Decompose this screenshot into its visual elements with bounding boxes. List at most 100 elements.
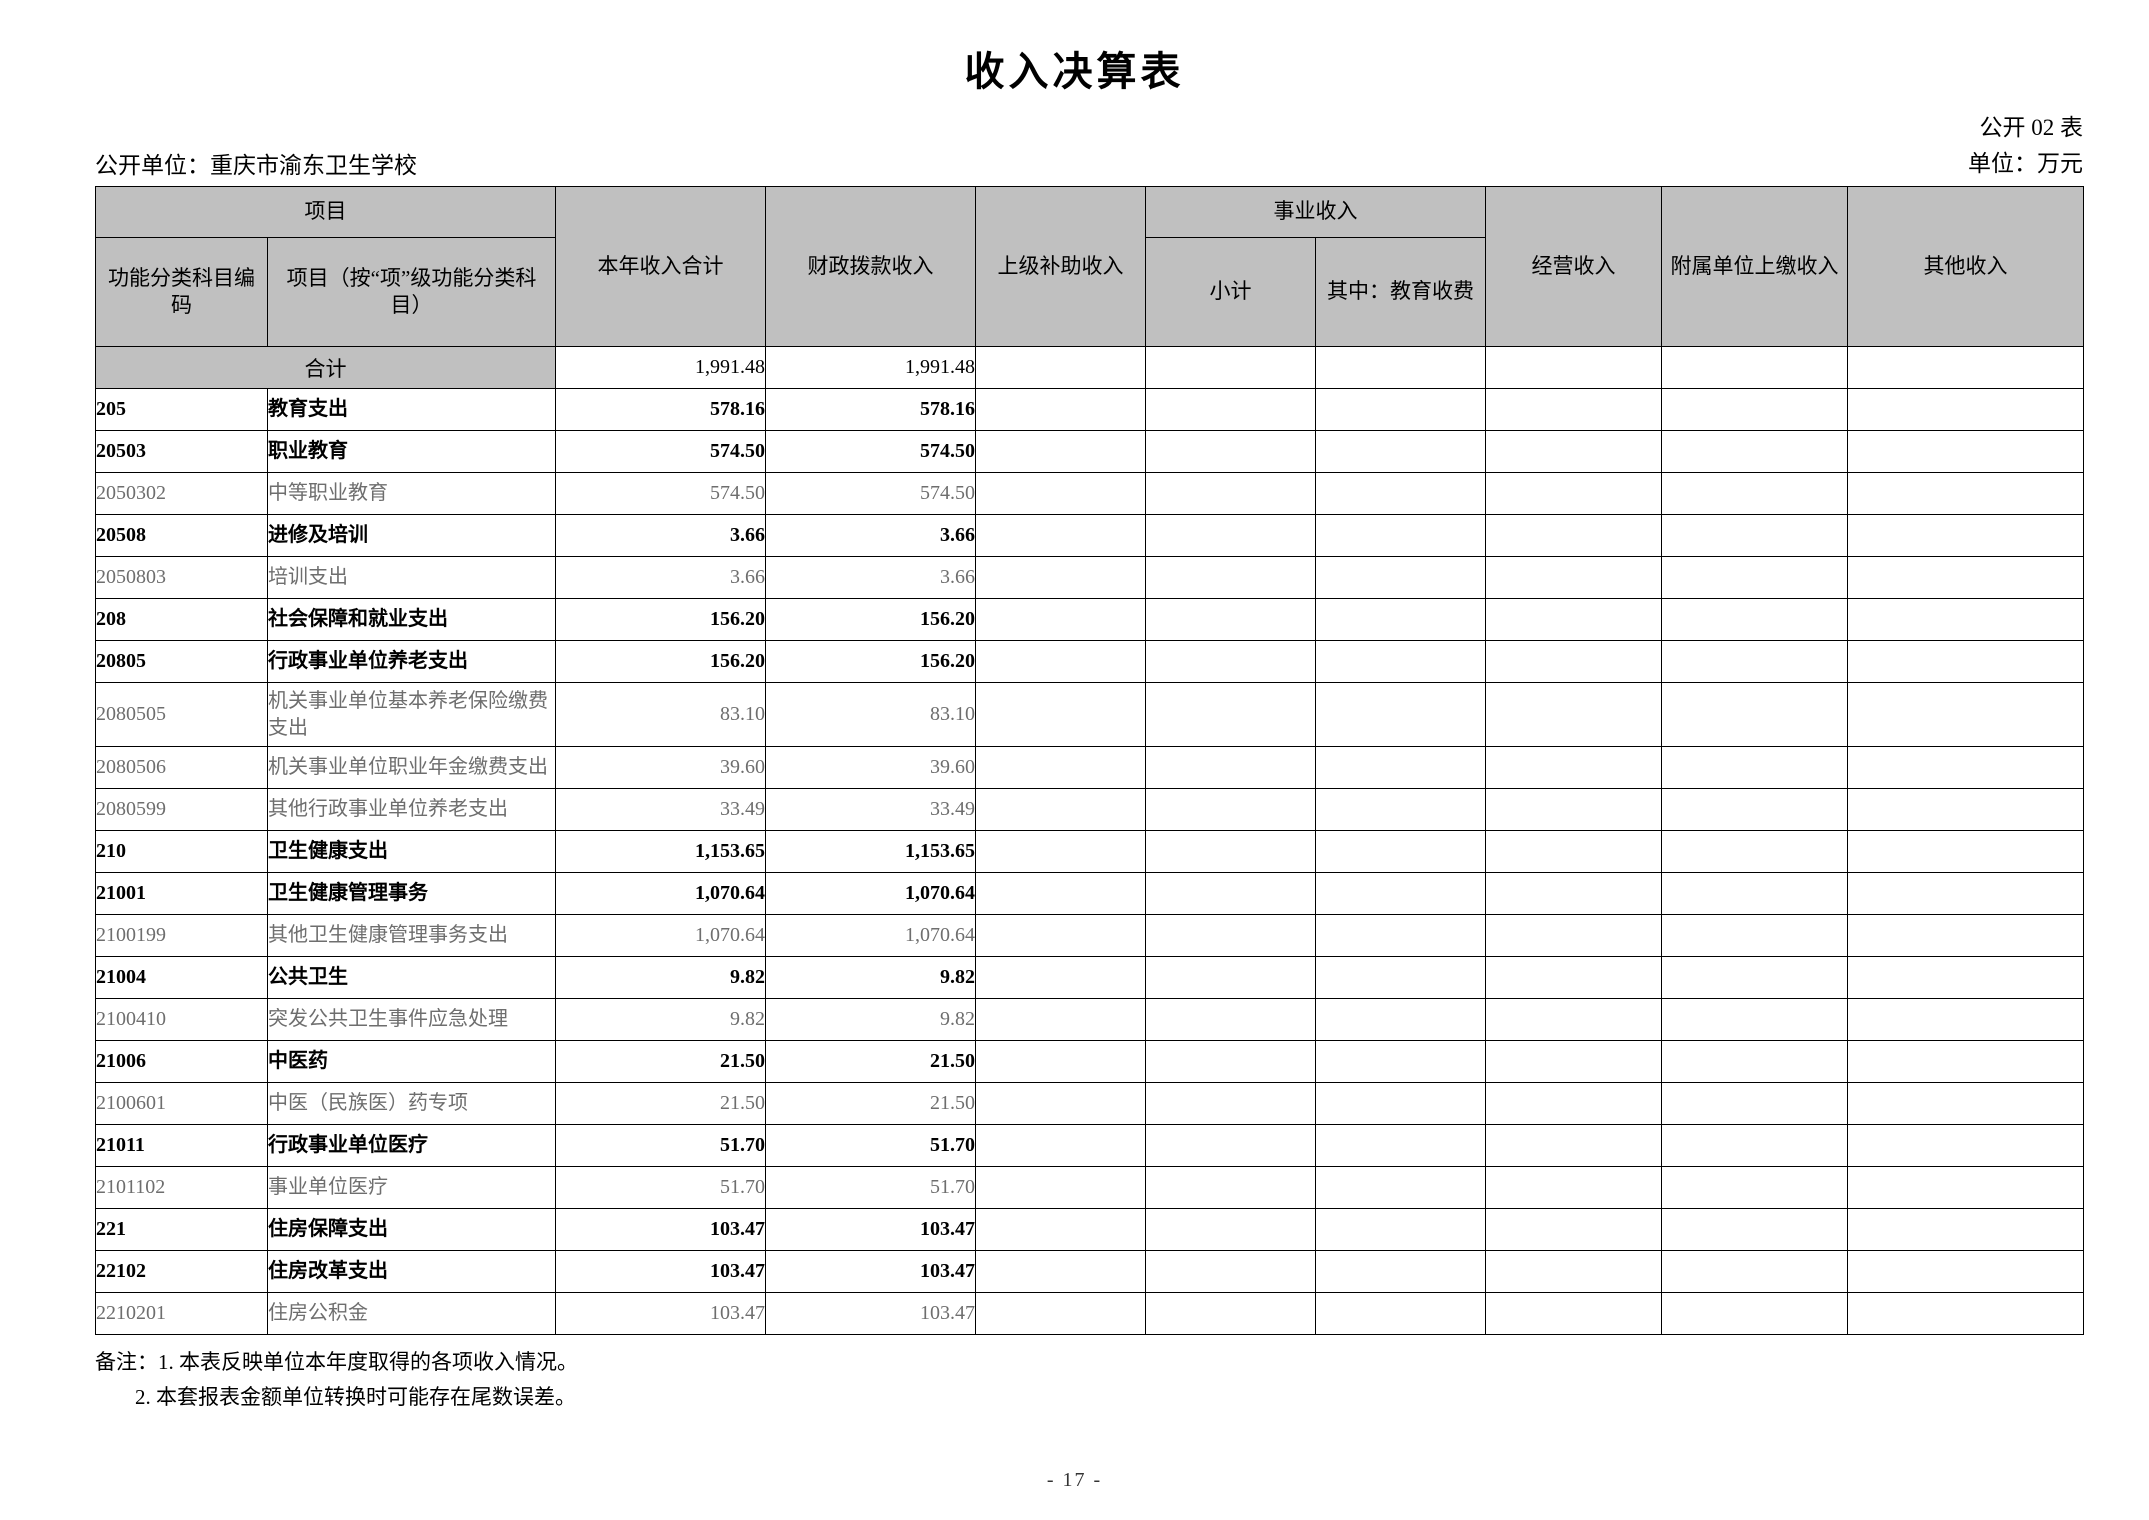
cell-fiscal: 21.50 xyxy=(765,1082,976,1125)
cell-fiscal: 51.70 xyxy=(765,1124,976,1167)
cell-function-code: 2080505 xyxy=(95,682,268,747)
cell-item-name: 公共卫生 xyxy=(267,956,556,999)
cell-fiscal: 103.47 xyxy=(765,1208,976,1251)
cell-superior-subsidy xyxy=(975,556,1146,599)
cell-career-edu-fee xyxy=(1315,514,1486,557)
cell-affiliate xyxy=(1661,1250,1848,1293)
cell-business xyxy=(1485,998,1662,1041)
cell-career-subtotal xyxy=(1145,914,1316,957)
header-row-sub: 功能分类科目编码 项目（按“项”级功能分类科目） 小计 其中：教育收费 xyxy=(95,237,2084,347)
total-row-career-edu-fee xyxy=(1315,346,1486,389)
cell-career-edu-fee xyxy=(1315,1082,1486,1125)
table-body: 合计 1,991.48 1,991.48 205 教育支出 578.16 578.16… xyxy=(95,346,2084,1335)
cell-other xyxy=(1847,1208,2084,1251)
table-row: 20508 进修及培训 3.66 3.66 xyxy=(95,514,2084,557)
cell-business xyxy=(1485,598,1662,641)
header-function-code: 功能分类科目编码 xyxy=(95,237,268,347)
table-row: 2100410 突发公共卫生事件应急处理 9.82 9.82 xyxy=(95,998,2084,1041)
cell-affiliate xyxy=(1661,1040,1848,1083)
cell-function-code: 210 xyxy=(95,830,268,873)
cell-affiliate xyxy=(1661,956,1848,999)
cell-item-name: 行政事业单位医疗 xyxy=(267,1124,556,1167)
cell-function-code: 20508 xyxy=(95,514,268,557)
total-row-superior-subsidy xyxy=(975,346,1146,389)
cell-item-name: 突发公共卫生事件应急处理 xyxy=(267,998,556,1041)
cell-business xyxy=(1485,1082,1662,1125)
cell-career-edu-fee xyxy=(1315,640,1486,683)
cell-fiscal: 39.60 xyxy=(765,746,976,789)
cell-function-code: 2100199 xyxy=(95,914,268,957)
cell-career-edu-fee xyxy=(1315,830,1486,873)
header-group-career-income: 事业收入 xyxy=(1145,186,1486,238)
cell-superior-subsidy xyxy=(975,788,1146,831)
cell-career-edu-fee xyxy=(1315,598,1486,641)
table-row: 2101102 事业单位医疗 51.70 51.70 xyxy=(95,1166,2084,1209)
cell-other xyxy=(1847,998,2084,1041)
cell-superior-subsidy xyxy=(975,998,1146,1041)
cell-business xyxy=(1485,1124,1662,1167)
cell-other xyxy=(1847,1124,2084,1167)
document-meta: 公开单位：重庆市渝东卫生学校 公开 02 表 单位：万元 xyxy=(0,115,2149,186)
cell-affiliate xyxy=(1661,830,1848,873)
cell-other xyxy=(1847,872,2084,915)
cell-superior-subsidy xyxy=(975,1124,1146,1167)
cell-item-name: 机关事业单位基本养老保险缴费支出 xyxy=(267,682,556,747)
header-total-income: 本年收入合计 xyxy=(555,186,766,347)
cell-function-code: 22102 xyxy=(95,1250,268,1293)
cell-affiliate xyxy=(1661,872,1848,915)
header-item-name: 项目（按“项”级功能分类科目） xyxy=(267,237,556,347)
cell-business xyxy=(1485,1166,1662,1209)
cell-other xyxy=(1847,430,2084,473)
cell-fiscal: 574.50 xyxy=(765,430,976,473)
cell-total: 156.20 xyxy=(555,598,766,641)
cell-function-code: 21004 xyxy=(95,956,268,999)
cell-fiscal: 83.10 xyxy=(765,682,976,747)
cell-affiliate xyxy=(1661,1166,1848,1209)
cell-item-name: 其他行政事业单位养老支出 xyxy=(267,788,556,831)
cell-other xyxy=(1847,556,2084,599)
header-group-item: 项目 xyxy=(95,186,556,238)
note-line-1: 备注：1. 本表反映单位本年度取得的各项收入情况。 xyxy=(95,1350,578,1374)
cell-career-subtotal xyxy=(1145,956,1316,999)
cell-career-subtotal xyxy=(1145,1124,1316,1167)
cell-career-subtotal xyxy=(1145,998,1316,1041)
table-row: 2210201 住房公积金 103.47 103.47 xyxy=(95,1292,2084,1335)
cell-fiscal: 21.50 xyxy=(765,1040,976,1083)
cell-superior-subsidy xyxy=(975,1208,1146,1251)
table-row: 2080506 机关事业单位职业年金缴费支出 39.60 39.60 xyxy=(95,746,2084,789)
cell-career-edu-fee xyxy=(1315,914,1486,957)
cell-item-name: 卫生健康支出 xyxy=(267,830,556,873)
cell-fiscal: 9.82 xyxy=(765,998,976,1041)
cell-business xyxy=(1485,556,1662,599)
cell-business xyxy=(1485,472,1662,515)
cell-affiliate xyxy=(1661,430,1848,473)
cell-fiscal: 9.82 xyxy=(765,956,976,999)
cell-total: 1,070.64 xyxy=(555,914,766,957)
cell-business xyxy=(1485,1040,1662,1083)
cell-career-edu-fee xyxy=(1315,472,1486,515)
total-row-affiliate xyxy=(1661,346,1848,389)
cell-item-name: 社会保障和就业支出 xyxy=(267,598,556,641)
total-row-other xyxy=(1847,346,2084,389)
cell-affiliate xyxy=(1661,682,1848,747)
cell-total: 39.60 xyxy=(555,746,766,789)
cell-business xyxy=(1485,1292,1662,1335)
cell-item-name: 住房保障支出 xyxy=(267,1208,556,1251)
cell-function-code: 2080506 xyxy=(95,746,268,789)
cell-superior-subsidy xyxy=(975,746,1146,789)
cell-fiscal: 156.20 xyxy=(765,598,976,641)
amount-unit: 单位：万元 xyxy=(1968,150,2083,176)
cell-business xyxy=(1485,682,1662,747)
cell-function-code: 205 xyxy=(95,388,268,431)
cell-career-edu-fee xyxy=(1315,956,1486,999)
cell-career-edu-fee xyxy=(1315,1040,1486,1083)
cell-business xyxy=(1485,956,1662,999)
table-row: 2050302 中等职业教育 574.50 574.50 xyxy=(95,472,2084,515)
total-row-business xyxy=(1485,346,1662,389)
cell-affiliate xyxy=(1661,998,1848,1041)
cell-career-subtotal xyxy=(1145,388,1316,431)
cell-total: 21.50 xyxy=(555,1040,766,1083)
cell-career-subtotal xyxy=(1145,682,1316,747)
cell-item-name: 中等职业教育 xyxy=(267,472,556,515)
header-affiliate-income: 附属单位上缴收入 xyxy=(1661,186,1848,347)
